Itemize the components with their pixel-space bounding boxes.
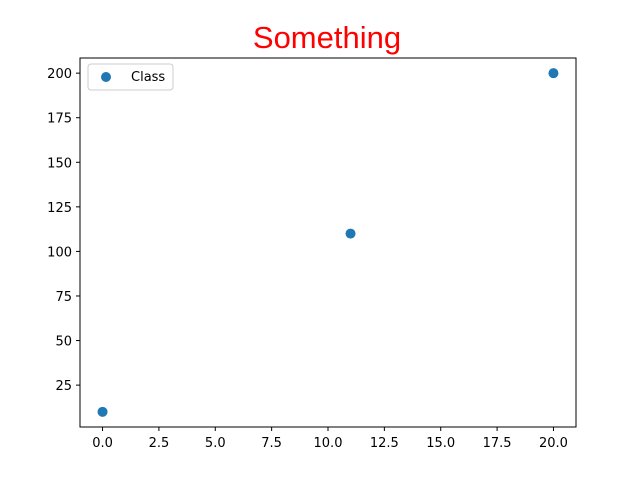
scatter-point [97,406,108,417]
y-tick-label: 75 [55,290,72,305]
x-tick-label: 20.0 [539,436,568,451]
scatter-point [345,228,356,239]
x-tick-label: 0.0 [92,436,113,451]
chart-title: Something [253,20,401,55]
legend-label-class: Class [131,70,165,85]
x-tick-label: 10.0 [314,436,343,451]
y-tick-label: 25 [55,379,72,394]
legend: Class [87,63,174,91]
legend-marker-class [101,72,111,82]
y-tick-label: 100 [47,245,72,260]
x-tick-label: 12.5 [370,436,399,451]
x-tick-label: 5.0 [205,436,226,451]
x-tick-label: 2.5 [149,436,170,451]
y-axis: 25 50 75 100 125 150 175 200 [47,67,80,394]
scatter-point [548,68,559,79]
y-tick-label: 50 [55,335,72,350]
x-tick-label: 17.5 [483,436,512,451]
x-axis: 0.0 2.5 5.0 7.5 10.0 12.5 15.0 17.5 20.0 [92,427,568,451]
x-tick-label: 15.0 [426,436,455,451]
x-tick-label: 7.5 [261,436,282,451]
scatter-points [97,68,559,417]
y-tick-label: 125 [47,201,72,216]
y-tick-label: 200 [47,67,72,82]
y-tick-label: 150 [47,156,72,171]
plot-area-frame [79,57,577,428]
y-tick-label: 175 [47,112,72,127]
legend-box [87,63,174,91]
